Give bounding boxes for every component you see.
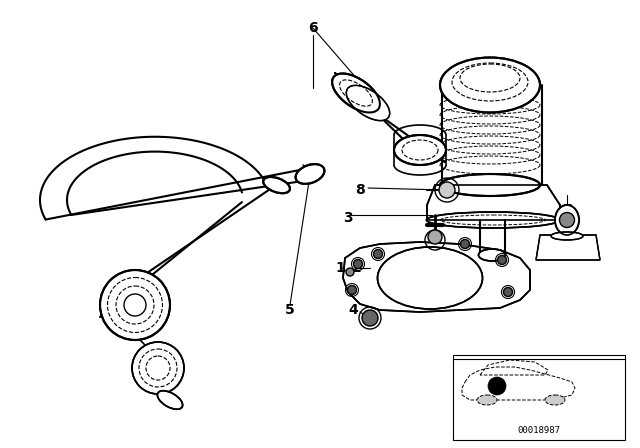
Text: 5: 5 <box>285 303 295 317</box>
Ellipse shape <box>296 164 324 184</box>
Ellipse shape <box>440 174 540 196</box>
Polygon shape <box>536 235 600 260</box>
Ellipse shape <box>439 182 455 198</box>
Ellipse shape <box>374 250 383 258</box>
Ellipse shape <box>477 395 497 405</box>
Ellipse shape <box>461 240 470 249</box>
Ellipse shape <box>362 310 378 326</box>
Ellipse shape <box>497 255 506 264</box>
Ellipse shape <box>132 342 184 394</box>
Ellipse shape <box>545 395 565 405</box>
Polygon shape <box>427 185 560 220</box>
Text: 00018987: 00018987 <box>518 426 561 435</box>
Ellipse shape <box>428 230 442 244</box>
Text: 4: 4 <box>348 303 358 317</box>
Polygon shape <box>343 242 530 312</box>
Ellipse shape <box>353 259 362 268</box>
Ellipse shape <box>551 232 583 240</box>
Bar <box>453 355 625 440</box>
Ellipse shape <box>100 270 170 340</box>
Ellipse shape <box>488 377 506 395</box>
Ellipse shape <box>332 73 380 112</box>
Ellipse shape <box>504 288 513 297</box>
Ellipse shape <box>426 212 559 228</box>
Text: 8: 8 <box>355 183 365 197</box>
Text: 1: 1 <box>335 261 345 275</box>
Ellipse shape <box>346 86 390 121</box>
Ellipse shape <box>157 391 182 409</box>
Text: 6: 6 <box>308 21 318 35</box>
Ellipse shape <box>479 249 506 261</box>
Text: 2: 2 <box>352 261 362 275</box>
Ellipse shape <box>394 135 446 165</box>
Ellipse shape <box>555 205 579 235</box>
Ellipse shape <box>263 177 290 193</box>
Text: 3: 3 <box>343 211 353 225</box>
Ellipse shape <box>346 268 354 276</box>
Ellipse shape <box>559 212 575 228</box>
Ellipse shape <box>378 247 483 309</box>
Ellipse shape <box>440 57 540 112</box>
Ellipse shape <box>348 285 356 294</box>
Text: 7: 7 <box>562 203 572 217</box>
